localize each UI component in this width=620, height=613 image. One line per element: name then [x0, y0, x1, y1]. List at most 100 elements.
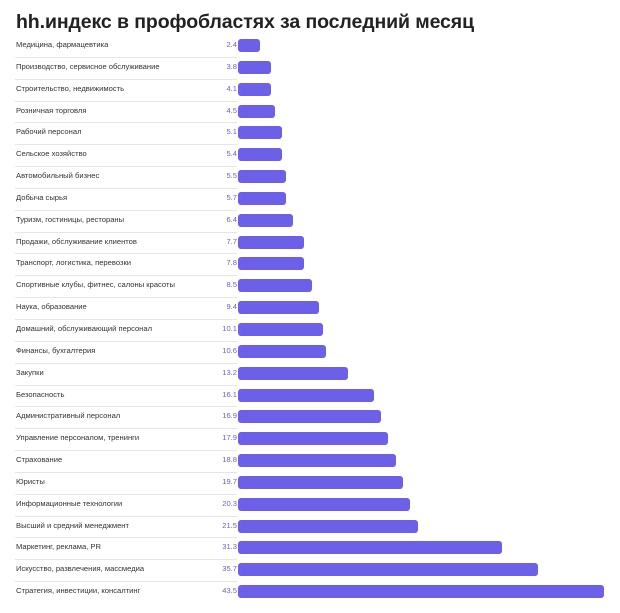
row-divider	[15, 428, 237, 430]
value-label: 35.7	[222, 564, 237, 574]
row-divider	[15, 275, 237, 277]
value-label: 3.8	[226, 61, 237, 71]
row-divider	[15, 100, 237, 102]
chart-row: Домашний, обслуживающий персонал 10.1	[15, 318, 615, 341]
value-label: 10.1	[222, 323, 237, 333]
chart-row: Розничная торговля 4.5	[15, 100, 615, 123]
value-label: 4.1	[226, 83, 237, 93]
category-label: Искусство, развлечения, массмедиа	[16, 564, 145, 574]
row-divider	[15, 297, 237, 299]
data-bar	[238, 475, 403, 489]
row-divider	[15, 515, 237, 517]
category-label: Туризм, гостиницы, рестораны	[16, 214, 125, 224]
value-label: 21.5	[222, 520, 237, 530]
value-label: 7.7	[226, 236, 237, 246]
category-label: Транспорт, логистика, перевозки	[16, 258, 132, 268]
data-bar	[238, 60, 271, 74]
row-divider	[15, 56, 237, 58]
row-divider	[15, 122, 237, 124]
chart-row: Сельское хозяйство 5.4	[15, 144, 615, 166]
data-bar	[238, 39, 260, 52]
category-label: Маркетинг, реклама, PR	[16, 542, 101, 552]
chart-row: Безопасность 16.1	[15, 384, 615, 407]
category-label: Финансы, бухгалтерия	[16, 345, 96, 355]
value-label: 31.3	[222, 542, 237, 552]
chart-row: Добыча сырья 5.7	[15, 187, 615, 210]
value-label: 16.9	[222, 411, 237, 421]
row-divider	[15, 362, 237, 364]
data-bar	[238, 454, 396, 468]
value-label: 8.5	[226, 280, 237, 290]
data-bar	[238, 563, 538, 577]
data-bar	[238, 213, 293, 227]
data-bar	[238, 322, 323, 336]
category-label: Спортивные клубы, фитнес, салоны красоты	[16, 280, 175, 290]
value-label: 20.3	[222, 498, 237, 508]
row-divider	[15, 253, 237, 255]
row-divider	[15, 340, 237, 342]
category-label: Стратегия, инвестиции, консалтинг	[16, 586, 141, 596]
data-bar	[238, 257, 304, 271]
value-label: 7.8	[226, 258, 237, 268]
category-label: Информационные технологии	[16, 498, 123, 508]
value-label: 6.4	[226, 214, 237, 224]
bar-chart: Медицина, фармацевтика 2.4 Производство, с…	[15, 35, 615, 603]
chart-row: Управление персоналом, тренинги 17.9	[15, 428, 615, 450]
category-label: Административный персонал	[16, 411, 121, 421]
row-divider	[15, 231, 237, 233]
value-label: 2.4	[226, 40, 237, 49]
row-divider	[15, 144, 237, 146]
row-divider	[15, 493, 237, 495]
category-label: Медицина, фармацевтика	[16, 40, 109, 49]
chart-row: Медицина, фармацевтика 2.4	[15, 35, 615, 57]
chart-row: Стратегия, инвестиции, консалтинг 43.5	[15, 581, 615, 603]
data-bar	[238, 126, 282, 140]
value-label: 5.1	[226, 127, 237, 137]
category-label: Наука, образование	[16, 302, 87, 312]
value-label: 5.7	[226, 192, 237, 202]
chart-row: Высший и средний менеджмент 21.5	[15, 515, 615, 538]
row-divider	[15, 78, 237, 80]
category-label: Сельское хозяйство	[16, 149, 87, 159]
value-label: 43.5	[222, 586, 237, 596]
category-label: Производство, сервисное обслуживание	[16, 61, 160, 71]
value-label: 16.1	[222, 389, 237, 399]
data-bar	[238, 366, 348, 380]
value-label: 19.7	[222, 476, 237, 486]
chart-row: Закупки 13.2	[15, 362, 615, 385]
data-bar	[238, 388, 374, 402]
data-bar	[238, 191, 286, 205]
row-divider	[15, 559, 237, 561]
value-label: 9.4	[226, 302, 237, 312]
row-divider	[15, 318, 237, 320]
chart-row: Страхование 18.8	[15, 450, 615, 472]
data-bar	[238, 432, 388, 446]
chart-row: Маркетинг, реклама, PR 31.3	[15, 537, 615, 559]
category-label: Высший и средний менеджмент	[16, 520, 129, 530]
row-divider	[15, 581, 237, 583]
value-label: 18.8	[222, 455, 237, 465]
category-label: Домашний, обслуживающий персонал	[16, 323, 153, 333]
row-divider	[15, 406, 237, 408]
value-label: 5.4	[226, 149, 237, 159]
value-label: 13.2	[222, 367, 237, 377]
chart-row: Юристы 19.7	[15, 471, 615, 494]
chart-row: Рабочий персонал 5.1	[15, 122, 615, 144]
data-bar	[238, 497, 410, 511]
data-bar	[238, 410, 381, 424]
category-label: Продажи, обслуживание клиентов	[16, 236, 137, 246]
chart-row: Наука, образование 9.4	[15, 297, 615, 319]
data-bar	[238, 585, 604, 599]
value-label: 4.5	[226, 105, 237, 115]
row-divider	[15, 209, 237, 211]
value-label: 5.5	[226, 171, 237, 181]
row-divider	[15, 187, 237, 189]
row-divider	[15, 450, 237, 452]
category-label: Закупки	[16, 367, 44, 377]
chart-row: Транспорт, логистика, перевозки 7.8	[15, 253, 615, 275]
data-bar	[238, 148, 282, 162]
category-label: Страхование	[16, 455, 63, 465]
chart-row: Спортивные клубы, фитнес, салоны красоты…	[15, 275, 615, 297]
value-label: 10.6	[222, 345, 237, 355]
row-divider	[15, 166, 237, 168]
